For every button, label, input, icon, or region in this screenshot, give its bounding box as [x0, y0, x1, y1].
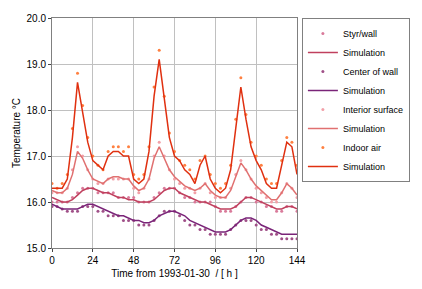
svg-text:19.0: 19.0 [27, 59, 47, 70]
svg-text:17.0: 17.0 [27, 151, 47, 162]
svg-text:Temperature °C: Temperature °C [11, 98, 22, 168]
svg-text:Interior surface: Interior surface [343, 105, 403, 115]
svg-text:0: 0 [49, 255, 55, 266]
svg-text:72: 72 [169, 255, 181, 266]
svg-text:Simulation: Simulation [343, 86, 385, 96]
svg-text:Time from 1993-01-30 / [ h ]: Time from 1993-01-30 / [ h ] [111, 268, 238, 279]
svg-text:48: 48 [128, 255, 140, 266]
svg-text:Center of wall: Center of wall [343, 67, 398, 77]
svg-text:Indoor air: Indoor air [343, 143, 381, 153]
svg-text:Simulation: Simulation [343, 48, 385, 58]
svg-text:Simulation: Simulation [343, 124, 385, 134]
svg-text:15.0: 15.0 [27, 243, 47, 254]
svg-text:20.0: 20.0 [27, 13, 47, 24]
svg-text:24: 24 [87, 255, 99, 266]
svg-text:96: 96 [210, 255, 222, 266]
svg-text:18.0: 18.0 [27, 105, 47, 116]
svg-text:120: 120 [248, 255, 265, 266]
svg-text:16.0: 16.0 [27, 197, 47, 208]
svg-text:Styr/wall: Styr/wall [343, 29, 377, 39]
svg-text:144: 144 [289, 255, 306, 266]
svg-text:Simulation: Simulation [343, 162, 385, 172]
